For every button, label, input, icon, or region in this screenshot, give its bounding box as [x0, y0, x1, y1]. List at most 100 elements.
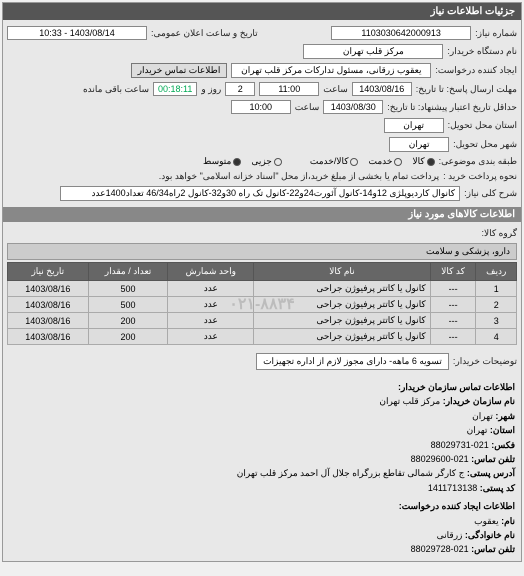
budget-option-1[interactable]: خدمت: [368, 156, 402, 167]
addr-value: ج کارگر شمالی تقاطع بزرگراه جلال آل احمد…: [237, 468, 465, 478]
pay-note: پرداخت تمام یا بخشی از مبلغ خرید،از محل …: [159, 171, 439, 182]
city-value: تهران: [389, 137, 449, 152]
contact-buyer-button[interactable]: اطلاعات تماس خریدار: [131, 63, 228, 78]
addr-label: آدرس پستی:: [467, 468, 515, 478]
deadline-date: 1403/08/16: [352, 82, 412, 96]
table-cell: 1403/08/16: [8, 281, 89, 297]
days-label: روز و: [201, 84, 221, 95]
table-cell: 1: [476, 281, 517, 297]
table-cell: 200: [88, 329, 168, 345]
radio-icon: [274, 158, 282, 166]
title-label: شرح کلی نیاز:: [464, 188, 517, 199]
budget-option-0[interactable]: کالا: [412, 156, 434, 167]
radio-icon: [350, 158, 358, 166]
table-cell: 200: [88, 313, 168, 329]
table-cell: 1403/08/16: [8, 313, 89, 329]
size-radio-group: جزیی متوسط: [203, 156, 282, 167]
state-value: تهران: [384, 118, 444, 133]
cname-value: یعقوب: [474, 516, 499, 526]
state-label: استان محل تحویل:: [448, 120, 517, 131]
group-value: دارو، پزشکی و سلامت: [7, 243, 517, 260]
contact-prov-label: استان:: [490, 425, 515, 435]
device-label: نام دستگاه خریدار:: [447, 46, 517, 57]
radio-icon: [427, 158, 435, 166]
table-row[interactable]: 4---کانول یا کاتتر پرفیوژن جراحیعدد20014…: [8, 329, 517, 345]
cfam-label: نام خانوادگی:: [465, 530, 515, 540]
ctel-value: 021-88029728: [411, 544, 469, 554]
budget-radio-group: کالا خدمت کالا/خدمت: [310, 156, 435, 167]
table-cell: 500: [88, 297, 168, 313]
contact-city-label: شهر:: [495, 411, 515, 421]
contact-header: اطلاعات تماس سازمان خریدار:: [398, 382, 515, 392]
contact-prov-value: تهران: [467, 425, 488, 435]
req-number-value: 1103030642000913: [331, 26, 471, 40]
size-option-0[interactable]: جزیی: [251, 156, 282, 167]
table-row[interactable]: 3---کانول یا کاتتر پرفیوژن جراحیعدد20014…: [8, 313, 517, 329]
valid-time: 10:00: [231, 100, 291, 114]
table-cell: 2: [476, 297, 517, 313]
post-label: کد پستی:: [480, 483, 515, 493]
org-value: مرکز قلب تهران: [379, 396, 440, 406]
tel-value: 021-88029600: [411, 454, 469, 464]
table-cell: 4: [476, 329, 517, 345]
table-row[interactable]: 2---کانول یا کاتتر پرفیوژن جراحیعدد50014…: [8, 297, 517, 313]
valid-time-label: ساعت: [295, 102, 320, 113]
tel-label: تلفن تماس:: [471, 454, 515, 464]
form-area: شماره نیاز: 1103030642000913 تاریخ و ساع…: [3, 20, 521, 207]
table-cell: عدد: [168, 313, 254, 329]
req-number-label: شماره نیاز:: [475, 28, 517, 39]
countdown-timer: 00:18:11: [153, 82, 197, 96]
buyer-desc-label: توضیحات خریدار:: [453, 356, 517, 367]
col-date: تاریخ نیاز: [8, 263, 89, 281]
contact-block: اطلاعات تماس سازمان خریدار: نام سازمان خ…: [3, 376, 521, 561]
col-code: کد کالا: [430, 263, 476, 281]
table-cell: 500: [88, 281, 168, 297]
budget-label: طبقه بندی موضوعی:: [439, 156, 517, 167]
items-table: ردیف کد کالا نام کالا واحد شمارش تعداد /…: [7, 262, 517, 345]
buyer-desc-value: تسویه 6 ماهه- دارای مجوز لازم از اداره ت…: [256, 353, 449, 370]
size-option-1[interactable]: متوسط: [203, 156, 241, 167]
deadline-label: مهلت ارسال پاسخ: تا تاریخ:: [416, 84, 517, 95]
contact-city-value: تهران: [472, 411, 493, 421]
table-cell: ---: [430, 281, 476, 297]
table-cell: کانول یا کاتتر پرفیوژن جراحی: [254, 329, 431, 345]
fax-value: 021-88029731: [431, 440, 489, 450]
device-value: مرکز قلب تهران: [303, 44, 443, 59]
pay-label: نحوه پرداخت خرید :: [443, 171, 517, 182]
radio-icon: [394, 158, 402, 166]
days-value: 2: [225, 82, 255, 96]
table-cell: کانول یا کاتتر پرفیوژن جراحی: [254, 297, 431, 313]
city-label: شهر محل تحویل:: [453, 139, 517, 150]
panel-title: جزئیات اطلاعات نیاز: [3, 3, 521, 20]
table-cell: 3: [476, 313, 517, 329]
table-cell: 1403/08/16: [8, 329, 89, 345]
remain-label: ساعت باقی مانده: [83, 84, 149, 95]
table-cell: عدد: [168, 281, 254, 297]
deadline-time-label: ساعت: [323, 84, 348, 95]
cname-label: نام:: [501, 516, 515, 526]
valid-date: 1403/08/30: [323, 100, 383, 114]
col-row: ردیف: [476, 263, 517, 281]
items-header: اطلاعات کالاهای مورد نیاز: [3, 207, 521, 222]
table-header-row: ردیف کد کالا نام کالا واحد شمارش تعداد /…: [8, 263, 517, 281]
col-unit: واحد شمارش: [168, 263, 254, 281]
col-name: نام کالا: [254, 263, 431, 281]
ctel-label: تلفن تماس:: [471, 544, 515, 554]
title-value: کانوال کاردیوپلژی 12و14-کانول آئورت24و22…: [60, 186, 460, 201]
budget-option-2[interactable]: کالا/خدمت: [310, 156, 359, 167]
announce-value: 1403/08/14 - 10:33: [7, 26, 147, 40]
cfam-value: زرقانی: [437, 530, 463, 540]
table-row[interactable]: 1---کانول یا کاتتر پرفیوژن جراحیعدد50014…: [8, 281, 517, 297]
radio-icon: [233, 158, 241, 166]
table-cell: کانول یا کاتتر پرفیوژن جراحی: [254, 313, 431, 329]
details-panel: جزئیات اطلاعات نیاز شماره نیاز: 11030306…: [2, 2, 522, 562]
deadline-time: 11:00: [259, 82, 319, 96]
table-cell: ---: [430, 297, 476, 313]
table-cell: کانول یا کاتتر پرفیوژن جراحی: [254, 281, 431, 297]
announce-label: تاریخ و ساعت اعلان عمومی:: [151, 28, 258, 39]
post-value: 1411713138: [428, 483, 477, 493]
table-cell: ---: [430, 329, 476, 345]
creator-header: اطلاعات ایجاد کننده درخواست:: [399, 501, 515, 511]
org-label: نام سازمان خریدار:: [443, 396, 515, 406]
valid-label: حداقل تاریخ اعتبار پیشنهاد: تا تاریخ:: [387, 102, 517, 113]
